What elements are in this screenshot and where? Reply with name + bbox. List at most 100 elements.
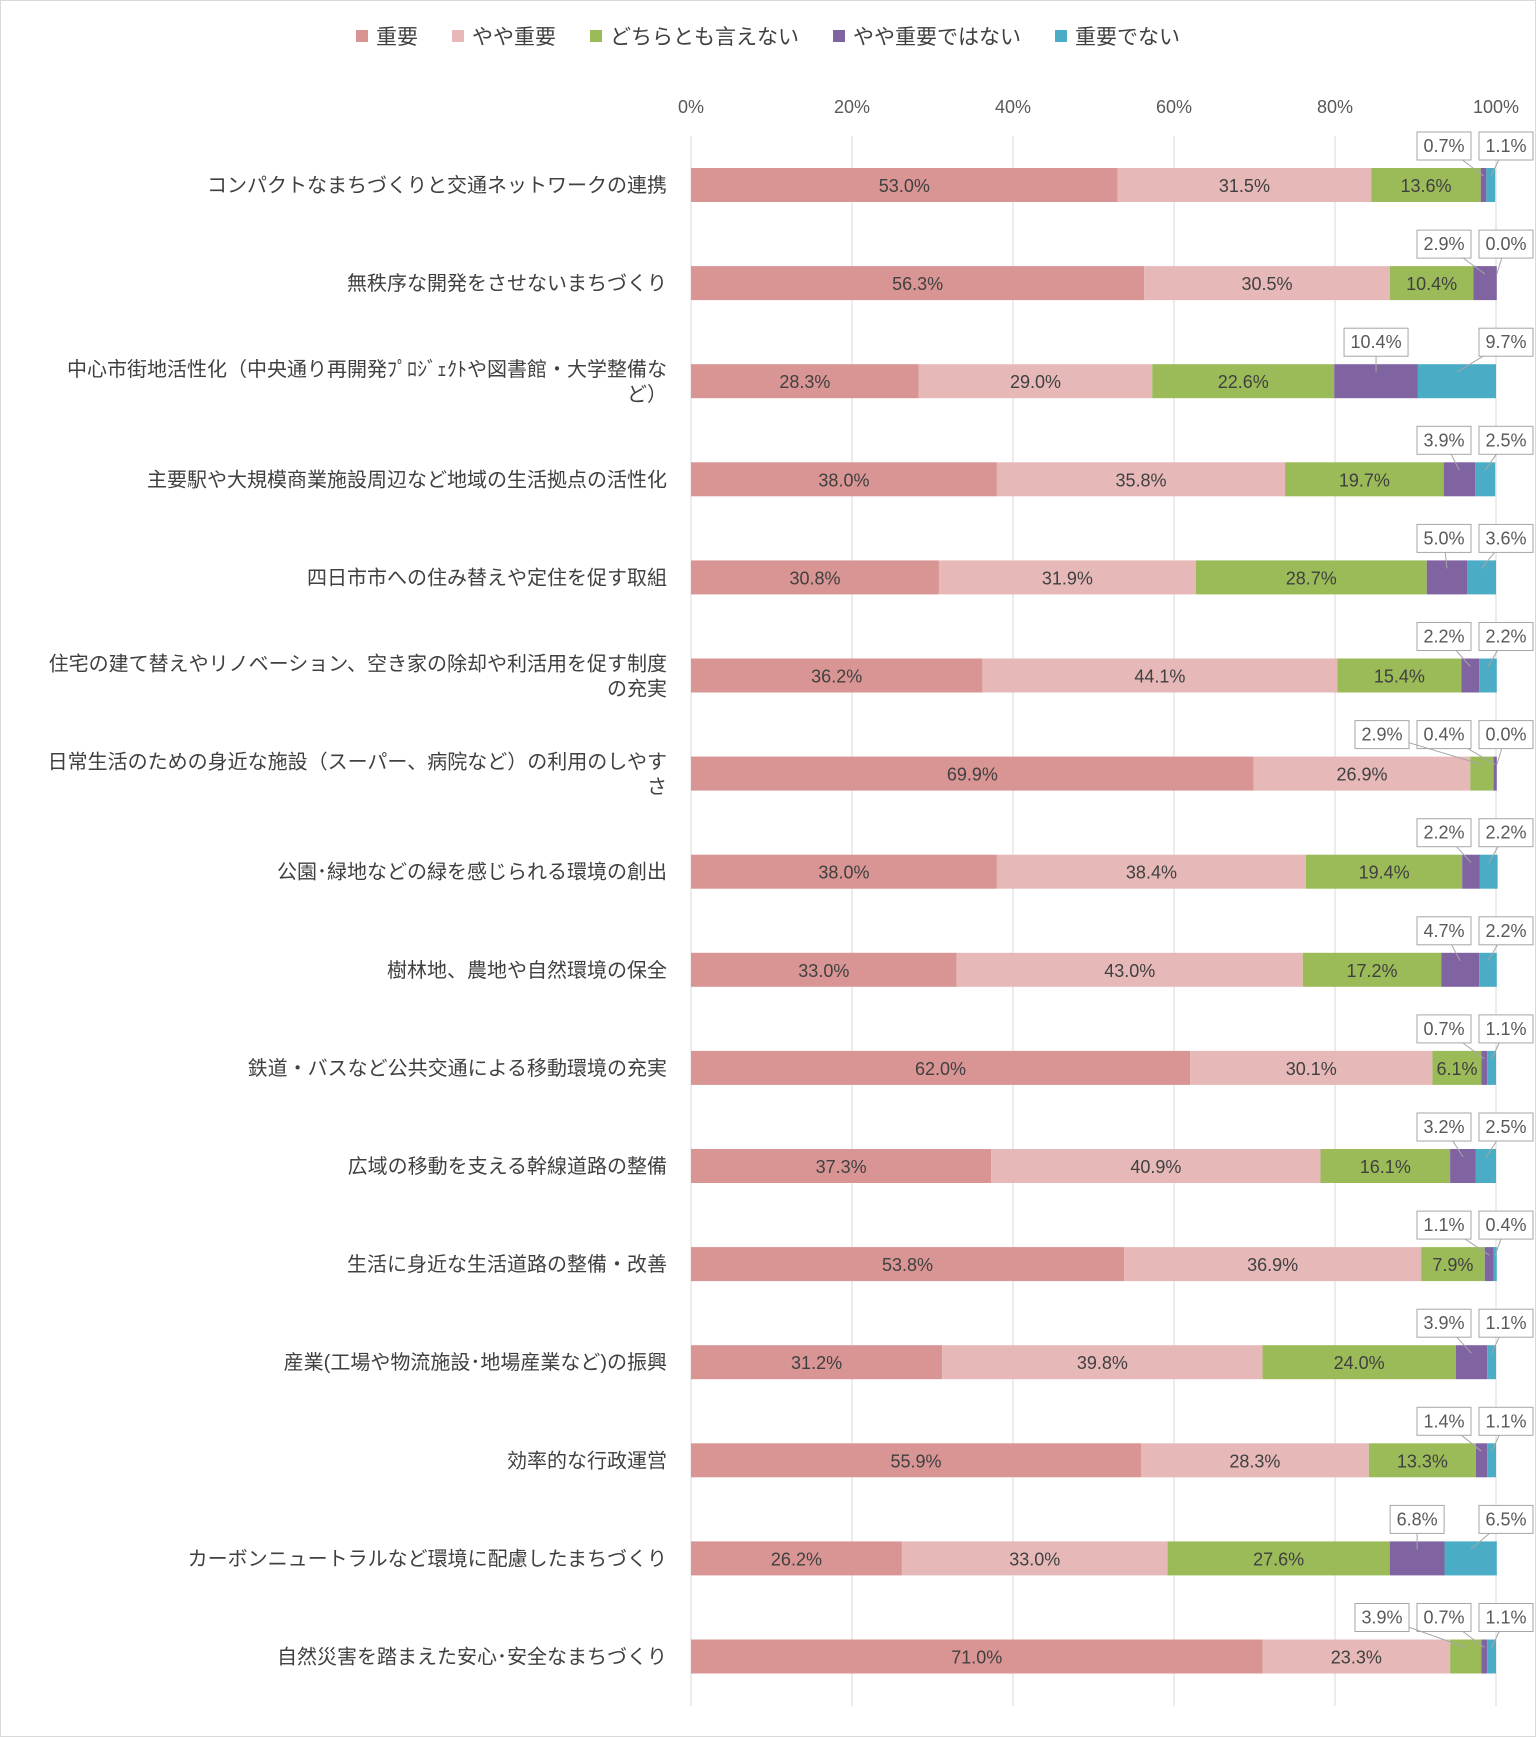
bar-segment xyxy=(1462,854,1480,889)
data-label: 31.5% xyxy=(1219,176,1270,196)
bar-segment xyxy=(942,1345,1263,1380)
data-label: 43.0% xyxy=(1104,961,1155,981)
category-label: 産業(工場や物流施設･地場産業など)の振興 xyxy=(284,1351,667,1374)
bar-segment xyxy=(1481,1050,1488,1085)
category-label-line: 住宅の建て替えやリノベーション、空き家の除却や利活用を促す制度 xyxy=(49,653,667,676)
callout-box xyxy=(1478,1014,1534,1044)
category-label: 日常生活のための身近な施設（スーパー、病院など）の利用のしやすさ xyxy=(48,751,667,799)
category-label: 自然災害を踏まえた安心･安全なまちづくり xyxy=(277,1646,667,1669)
bar-segment xyxy=(1475,462,1496,497)
bar-segment xyxy=(1253,756,1471,791)
callout-box xyxy=(1478,818,1534,848)
data-label: 22.6% xyxy=(1218,372,1269,392)
data-label: 2.2% xyxy=(1485,627,1526,647)
category-label: 主要駅や大規模商業施設周辺など地域の生活拠点の活性化 xyxy=(147,468,667,491)
bar-segment xyxy=(691,1345,943,1380)
data-label: 3.9% xyxy=(1423,430,1464,450)
bar-segment xyxy=(1480,168,1487,202)
data-label: 17.2% xyxy=(1347,961,1398,981)
bar-segment xyxy=(1262,1345,1456,1380)
callout-box xyxy=(1416,1406,1472,1436)
data-label: 2.2% xyxy=(1485,921,1526,941)
x-tick-label: 0% xyxy=(678,97,704,117)
data-label: 29.0% xyxy=(1010,372,1061,392)
callout-box xyxy=(1416,818,1472,848)
bar-segment xyxy=(1441,952,1480,987)
data-label: 3.9% xyxy=(1361,1608,1402,1628)
callout-box xyxy=(1416,622,1472,651)
data-label: 31.2% xyxy=(791,1353,842,1373)
bar-segment xyxy=(1481,1639,1488,1674)
data-label: 1.1% xyxy=(1485,136,1526,156)
bar-segment xyxy=(1444,1541,1497,1576)
category-label-line: 中心市街地活性化（中央通り再開発ﾌﾟﾛｼﾞｪｸﾄや図書館・大学整備な xyxy=(67,358,667,381)
x-tick-label: 100% xyxy=(1473,97,1519,117)
bar-segment xyxy=(1493,1247,1497,1282)
data-label: 36.2% xyxy=(811,667,862,687)
bar-segment xyxy=(691,1541,902,1576)
category-label-line: 樹林地、農地や自然環境の保全 xyxy=(387,959,667,982)
category-label-line: 主要駅や大規模商業施設周辺など地域の生活拠点の活性化 xyxy=(147,468,667,491)
data-label: 4.7% xyxy=(1423,921,1464,941)
data-label: 30.1% xyxy=(1286,1059,1337,1079)
callout-box xyxy=(1416,720,1472,750)
callout-box xyxy=(1478,131,1534,161)
legend-item: 重要 xyxy=(356,21,418,51)
data-label: 26.9% xyxy=(1336,765,1387,785)
legend-label: どちらとも言えない xyxy=(610,26,799,49)
data-label: 1.1% xyxy=(1485,1019,1526,1039)
data-label: 33.0% xyxy=(1009,1549,1060,1569)
bar-segment xyxy=(996,462,1286,497)
callout-box xyxy=(1478,327,1534,357)
bar-segment xyxy=(1302,952,1442,987)
data-label: 38.0% xyxy=(818,470,869,490)
data-label: 0.0% xyxy=(1485,234,1526,254)
data-label: 0.4% xyxy=(1423,725,1464,745)
category-label: 樹林地、農地や自然環境の保全 xyxy=(387,959,667,982)
category-label-line: 鉄道・バスなど公共交通による移動環境の充実 xyxy=(248,1057,667,1080)
callout-box xyxy=(1354,1603,1410,1632)
bar-segment xyxy=(1455,1345,1488,1380)
bar-segment xyxy=(1337,658,1462,693)
data-label: 39.8% xyxy=(1077,1353,1128,1373)
bar-segment xyxy=(1473,266,1497,301)
bar-segment xyxy=(1124,1247,1422,1282)
bar-segment xyxy=(1475,1149,1496,1183)
callout-box xyxy=(1416,131,1472,161)
category-label-line: さ xyxy=(647,777,667,799)
data-label: 2.5% xyxy=(1485,1117,1526,1137)
callout-box xyxy=(1354,720,1410,750)
data-label: 30.5% xyxy=(1241,274,1292,294)
bar-segment xyxy=(996,854,1307,889)
bar-segment xyxy=(1262,1639,1451,1674)
bar-segment xyxy=(1140,1443,1369,1478)
bar-segment xyxy=(1479,952,1497,987)
bar-segment xyxy=(691,266,1145,301)
bar-segment xyxy=(691,854,997,889)
bar-segment xyxy=(691,1050,1191,1085)
data-label: 28.7% xyxy=(1286,568,1337,588)
bar-segment xyxy=(691,168,1118,202)
bar-segment xyxy=(691,1639,1263,1674)
callout-box xyxy=(1478,1504,1534,1534)
category-label-line: カーボンニュートラルなど環境に配慮したまちづくり xyxy=(188,1547,667,1570)
category-label-line: 無秩序な開発をさせないまちづくり xyxy=(347,272,667,295)
data-label: 3.6% xyxy=(1485,528,1526,548)
category-label-line: 広域の移動を支える幹線道路の整備 xyxy=(348,1154,667,1178)
callout-box xyxy=(1416,229,1472,259)
data-label: 1.1% xyxy=(1485,1608,1526,1628)
category-label: 無秩序な開発をさせないまちづくり xyxy=(347,272,667,295)
bar-segment xyxy=(1487,1345,1496,1380)
category-label: カーボンニュートラルなど環境に配慮したまちづくり xyxy=(188,1547,667,1570)
bar-segment xyxy=(991,1149,1321,1183)
data-label: 6.5% xyxy=(1485,1509,1526,1529)
data-label: 62.0% xyxy=(915,1059,966,1079)
bar-segment xyxy=(1467,560,1496,595)
data-label: 38.0% xyxy=(818,863,869,883)
category-label-line: 日常生活のための身近な施設（スーパー、病院など）の利用のしやす xyxy=(48,751,667,774)
callout-box xyxy=(1478,523,1534,553)
category-label: 効率的な行政運営 xyxy=(507,1449,667,1472)
category-label-line: 産業(工場や物流施設･地場産業など)の振興 xyxy=(284,1351,667,1374)
category-label-line: 自然災害を踏まえた安心･安全なまちづくり xyxy=(277,1646,667,1669)
data-label: 0.7% xyxy=(1423,136,1464,156)
